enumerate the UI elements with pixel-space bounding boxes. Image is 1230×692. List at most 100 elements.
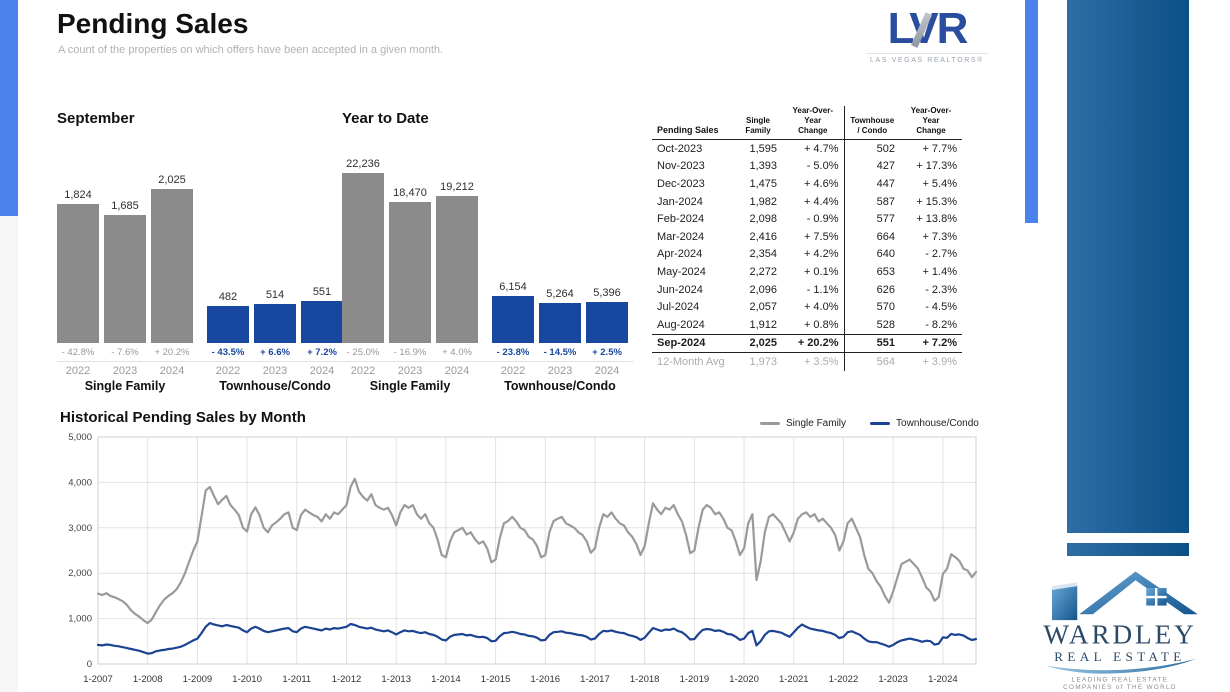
table-cell: + 7.2% xyxy=(900,333,962,354)
table-cell: + 4.0% xyxy=(803,301,839,314)
left-margin-shade xyxy=(0,216,18,692)
bar-value-label: 2,025 xyxy=(158,174,186,186)
bar xyxy=(436,196,478,343)
table-cell: 2,354 xyxy=(749,248,777,261)
column-header: Pending Sales xyxy=(657,124,719,135)
legend-item: Townhouse/Condo xyxy=(870,418,979,429)
x-tick-label: 1-2016 xyxy=(530,674,560,685)
table-cell: Feb-2024 xyxy=(657,213,705,226)
bar xyxy=(301,301,343,343)
table-cell: + 15.3% xyxy=(916,195,957,208)
table-cell: 1,393 xyxy=(749,160,777,173)
table-body: Oct-2023 1,595 + 4.7% 502 + 7.7% Nov-2023 1,39… xyxy=(652,139,962,371)
wardley-subtitle: REAL ESTATE xyxy=(1054,649,1185,664)
bar-value-label: 18,470 xyxy=(393,187,427,199)
column-header: Single Family xyxy=(745,116,771,135)
table-row: Jan-2024 1,982 + 4.4% 587 + 15.3% xyxy=(652,192,962,211)
year-label: 2022 xyxy=(350,365,376,377)
table-header: Pending Sales Single Family Year-Over-Year C… xyxy=(652,106,962,140)
yoy-change-label: - 25.0% xyxy=(346,347,380,358)
year-label: 2024 xyxy=(594,365,620,377)
wardley-house-icon xyxy=(1052,571,1198,621)
year-label: 2023 xyxy=(397,365,423,377)
x-tick-label: 1-2020 xyxy=(729,674,759,685)
right-accent-strip xyxy=(1025,0,1038,223)
table-cell: + 3.9% xyxy=(922,355,957,368)
yoy-change-label: + 4.0% xyxy=(442,347,472,358)
x-tick-label: 1-2013 xyxy=(381,674,411,685)
lvr-logo-tagline: LAS VEGAS REALTORS® xyxy=(866,53,988,64)
table-cell: Nov-2023 xyxy=(657,160,705,173)
table-cell: + 7.3% xyxy=(922,230,957,243)
table-row: Jul-2024 2,057 + 4.0% 570 - 4.5% xyxy=(652,298,962,316)
table-cell: 1,973 xyxy=(749,355,777,368)
legend-label: Townhouse/Condo xyxy=(896,418,979,429)
table-cell: Jan-2024 xyxy=(657,195,703,208)
year-label: 2024 xyxy=(444,365,470,377)
page-title: Pending Sales xyxy=(57,8,249,39)
table-cell: 653 xyxy=(843,263,900,281)
year-label: 2023 xyxy=(547,365,573,377)
table-cell: + 4.6% xyxy=(803,177,839,190)
bar-value-label: 19,212 xyxy=(440,181,474,193)
x-tick-label: 1-2023 xyxy=(878,674,908,685)
wardley-logo-graphic: WARDLEY REAL ESTATE LEADING REAL ESTATE … xyxy=(1043,571,1198,691)
year-label: 2024 xyxy=(309,365,335,377)
table-cell: Apr-2024 xyxy=(657,248,703,261)
table-cell: + 7.5% xyxy=(803,230,839,243)
table-cell: 587 xyxy=(843,192,900,211)
table-cell: 626 xyxy=(843,280,900,299)
table-row: 12-Month Avg 1,973 + 3.5% 564 + 3.9% xyxy=(652,352,962,371)
table-cell: + 4.7% xyxy=(803,142,839,155)
x-tick-label: 1-2018 xyxy=(630,674,660,685)
table-cell: 577 xyxy=(843,210,900,228)
bar-value-label: 5,396 xyxy=(593,287,621,299)
table-cell: + 5.4% xyxy=(922,177,957,190)
column-header: Year-Over-Year Change xyxy=(792,106,833,135)
bar xyxy=(539,303,581,343)
table-cell: + 4.2% xyxy=(803,248,839,261)
table-cell: 12-Month Avg xyxy=(657,355,725,368)
table-cell: + 13.8% xyxy=(916,213,957,226)
group-label: Townhouse/Condo xyxy=(219,379,331,393)
table-row: Sep-2024 2,025 + 20.2% 551 + 7.2% xyxy=(652,333,962,354)
bar-value-label: 1,685 xyxy=(111,200,139,212)
yoy-change-label: - 23.8% xyxy=(496,347,530,358)
y-tick-label: 5,000 xyxy=(68,432,92,443)
yoy-change-label: - 42.8% xyxy=(61,347,95,358)
yoy-change-label: - 7.6% xyxy=(111,347,139,358)
y-tick-label: 0 xyxy=(87,659,92,670)
table-cell: - 5.0% xyxy=(806,160,839,173)
year-label: 2024 xyxy=(159,365,185,377)
table-row: Feb-2024 2,098 - 0.9% 577 + 13.8% xyxy=(652,210,962,228)
y-tick-label: 1,000 xyxy=(68,614,92,625)
year-label: 2022 xyxy=(215,365,241,377)
table-cell: 2,272 xyxy=(749,265,777,278)
table-cell: - 8.2% xyxy=(925,318,957,331)
x-tick-label: 1-2014 xyxy=(431,674,461,685)
table-cell: + 4.4% xyxy=(803,195,839,208)
table-cell: 1,912 xyxy=(749,318,777,331)
table-cell: 2,416 xyxy=(749,230,777,243)
table-cell: 551 xyxy=(843,333,900,354)
table-cell: 664 xyxy=(843,227,900,246)
group-label: Single Family xyxy=(369,379,451,393)
table-cell: 640 xyxy=(843,245,900,264)
table-cell: + 17.3% xyxy=(916,160,957,173)
bar xyxy=(342,173,384,343)
bar xyxy=(389,202,431,343)
bar-value-label: 551 xyxy=(312,286,332,298)
table-row: Mar-2024 2,416 + 7.5% 664 + 7.3% xyxy=(652,227,962,246)
table-cell: Mar-2024 xyxy=(657,230,705,243)
x-tick-label: 1-2021 xyxy=(779,674,809,685)
y-tick-label: 3,000 xyxy=(68,523,92,534)
legend-swatch-icon xyxy=(760,421,780,426)
table-cell: + 1.4% xyxy=(922,265,957,278)
september-chart-title: September xyxy=(57,110,135,127)
x-tick-label: 1-2008 xyxy=(133,674,163,685)
y-tick-label: 2,000 xyxy=(68,568,92,579)
bar xyxy=(104,215,146,343)
year-label: 2023 xyxy=(112,365,138,377)
table-cell: 427 xyxy=(843,157,900,176)
ytd-chart-title: Year to Date xyxy=(342,110,429,127)
